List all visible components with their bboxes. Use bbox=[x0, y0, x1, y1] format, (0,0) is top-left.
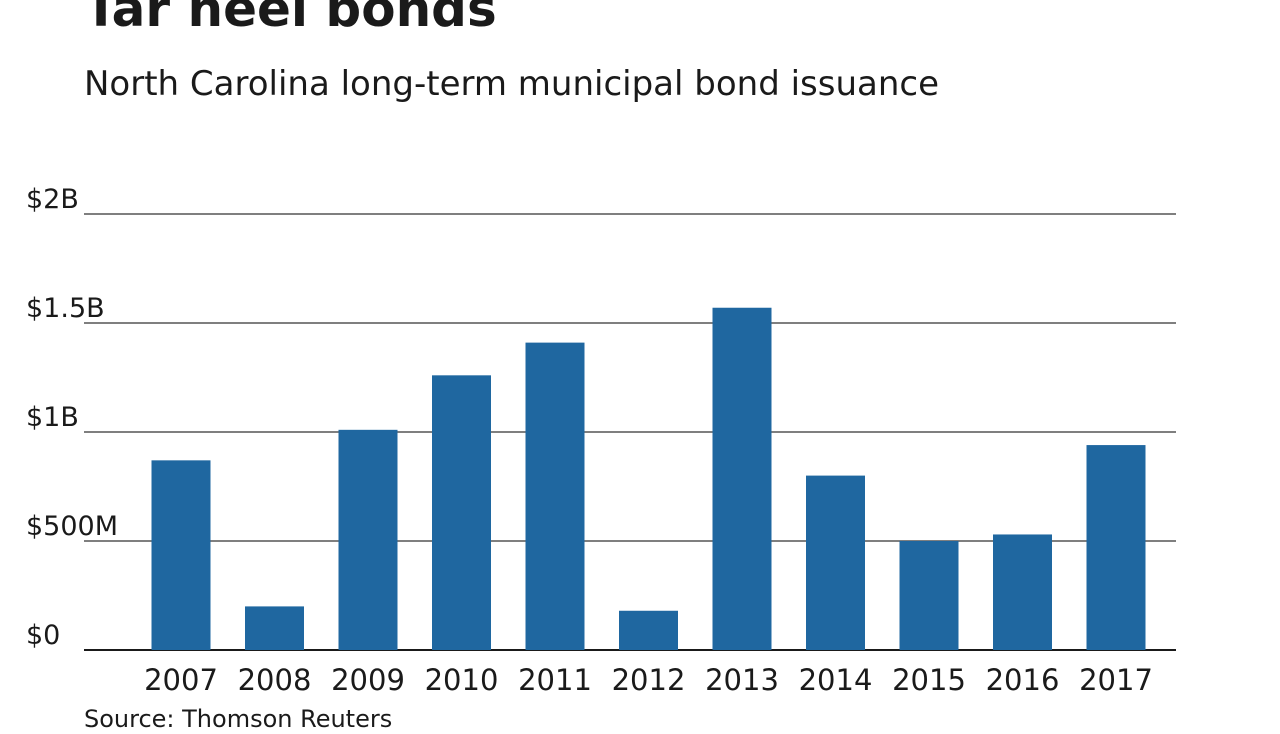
bar-2013 bbox=[712, 307, 772, 650]
bar-2008 bbox=[245, 606, 304, 650]
bar-2009 bbox=[338, 429, 398, 650]
chart-subtitle: North Carolina long-term municipal bond … bbox=[84, 64, 940, 104]
x-tick-label: 2008 bbox=[238, 663, 312, 697]
y-axis-ticks: $0 $500M $1B $1.5B $2B bbox=[26, 184, 118, 651]
y-tick-label: $2B bbox=[26, 184, 79, 215]
y-tick-label: $1.5B bbox=[26, 293, 105, 324]
bar-2010 bbox=[432, 375, 491, 650]
x-tick-label: 2016 bbox=[986, 663, 1060, 697]
x-tick-label: 2014 bbox=[799, 663, 873, 697]
bar-2012 bbox=[619, 610, 678, 650]
x-tick-label: 2010 bbox=[425, 663, 499, 697]
y-tick-label: $500M bbox=[26, 511, 118, 542]
x-tick-label: 2009 bbox=[331, 663, 405, 697]
bar-2016 bbox=[993, 534, 1052, 650]
bar-2017 bbox=[1086, 445, 1146, 650]
bar-2011 bbox=[525, 342, 585, 650]
bar-2014 bbox=[806, 475, 865, 650]
x-tick-label: 2011 bbox=[518, 663, 592, 697]
x-axis-ticks: 2007 2008 2009 2010 2011 2012 2013 2014 2015 2016… bbox=[144, 663, 1153, 697]
source-note: Source: Thomson Reuters bbox=[84, 705, 393, 733]
x-tick-label: 2017 bbox=[1079, 663, 1153, 697]
chart-title: Tar heel bonds bbox=[84, 0, 497, 38]
y-tick-label: $0 bbox=[26, 620, 60, 651]
x-tick-label: 2015 bbox=[892, 663, 966, 697]
bar-2015 bbox=[899, 541, 959, 650]
x-tick-label: 2013 bbox=[705, 663, 779, 697]
x-tick-label: 2012 bbox=[612, 663, 686, 697]
y-tick-label: $1B bbox=[26, 402, 79, 433]
bars bbox=[151, 307, 1146, 650]
bar-2007 bbox=[151, 460, 211, 650]
x-tick-label: 2007 bbox=[144, 663, 218, 697]
